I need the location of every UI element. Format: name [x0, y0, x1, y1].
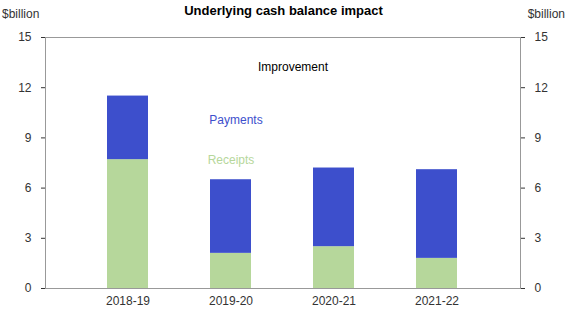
svg-text:6: 6 [25, 181, 32, 195]
html-text:$billion: $billion [527, 7, 565, 21]
svg-text:2021-22: 2021-22 [415, 294, 459, 308]
svg-text:2020-21: 2020-21 [312, 294, 356, 308]
svg-text:15: 15 [18, 30, 32, 44]
svg-text:12: 12 [535, 81, 549, 95]
html-text:Underlying cash balance impact: Underlying cash balance impact [184, 3, 383, 18]
svg-text:15: 15 [535, 30, 549, 44]
svg-text:2019-20: 2019-20 [209, 294, 253, 308]
svg-text:12: 12 [18, 81, 32, 95]
svg-text:3: 3 [25, 231, 32, 245]
svg-text:2018-19: 2018-19 [106, 294, 150, 308]
svg-text:Receipts: Receipts [208, 153, 255, 167]
svg-text:0: 0 [25, 281, 32, 295]
html-text:$billion: $billion [2, 7, 40, 21]
svg-text:Payments: Payments [209, 113, 262, 127]
svg-text:9: 9 [535, 131, 542, 145]
svg-text:6: 6 [535, 181, 542, 195]
svg-text:3: 3 [535, 231, 542, 245]
svg-text:Improvement: Improvement [258, 60, 329, 74]
svg-text:0: 0 [535, 281, 542, 295]
svg-text:9: 9 [25, 131, 32, 145]
